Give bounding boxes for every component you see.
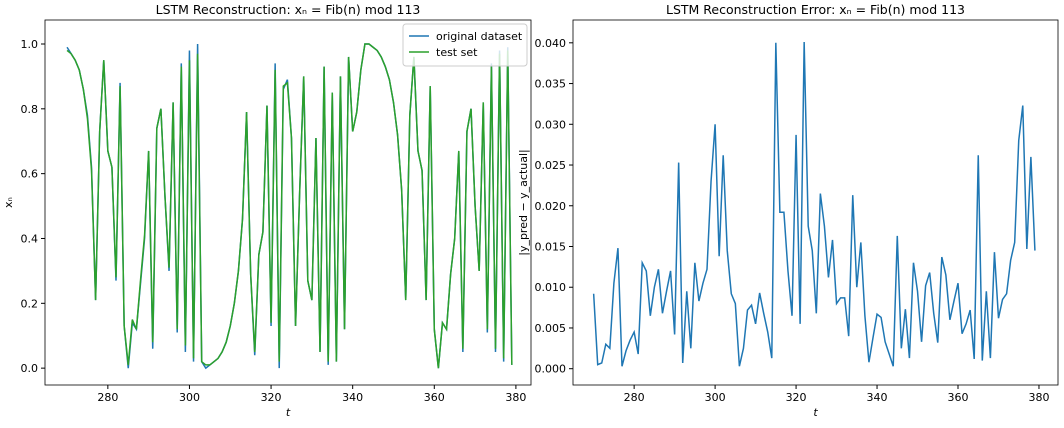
x-tick-label: 360 [948, 391, 969, 404]
chart-panel: LSTM Reconstruction: xₙ = Fib(n) mod 113… [2, 2, 532, 419]
y-tick-label: 0.000 [535, 363, 567, 376]
chart-panel: LSTM Reconstruction Error: xₙ = Fib(n) m… [517, 2, 1059, 419]
x-tick-label: 380 [505, 391, 526, 404]
y-tick-label: 0.005 [535, 322, 567, 335]
legend-label: test set [436, 46, 478, 59]
x-tick-label: 340 [867, 391, 888, 404]
x-tick-label: 280 [624, 391, 645, 404]
x-tick-label: 360 [424, 391, 445, 404]
series-line [66, 43, 513, 369]
series-line [66, 43, 513, 370]
y-tick-label: 0.035 [535, 78, 567, 91]
x-tick-label: 320 [261, 391, 282, 404]
series-line [592, 41, 1036, 367]
y-tick-label: 0.2 [21, 297, 39, 310]
y-tick-label: 0.015 [535, 240, 567, 253]
y-tick-label: 0.040 [535, 37, 567, 50]
plot-area [592, 41, 1036, 367]
y-tick-label: 0.0 [21, 362, 39, 375]
y-tick-label: 0.025 [535, 159, 567, 172]
chart-title: LSTM Reconstruction Error: xₙ = Fib(n) m… [666, 2, 965, 17]
x-tick-label: 340 [342, 391, 363, 404]
y-axis-label: |y_pred − y_actual| [517, 149, 530, 256]
y-tick-label: 0.4 [21, 232, 39, 245]
legend-label: original dataset [436, 30, 523, 43]
y-tick-label: 0.030 [535, 118, 567, 131]
y-tick-label: 1.0 [21, 38, 39, 51]
chart-title: LSTM Reconstruction: xₙ = Fib(n) mod 113 [156, 2, 421, 17]
y-tick-label: 0.6 [21, 168, 39, 181]
y-tick-label: 0.020 [535, 200, 567, 213]
x-tick-label: 380 [1028, 391, 1049, 404]
axes-frame [572, 19, 1059, 386]
y-tick-label: 0.8 [21, 103, 39, 116]
legend-box [402, 23, 528, 67]
x-axis-label: t [286, 406, 291, 419]
plot-area [66, 43, 513, 370]
x-tick-label: 280 [97, 391, 118, 404]
y-tick-label: 0.010 [535, 281, 567, 294]
axes-frame [44, 19, 532, 386]
y-axis-label: xₙ [2, 197, 15, 208]
x-tick-label: 320 [786, 391, 807, 404]
x-tick-label: 300 [179, 391, 200, 404]
x-tick-label: 300 [705, 391, 726, 404]
x-axis-label: t [813, 406, 818, 419]
